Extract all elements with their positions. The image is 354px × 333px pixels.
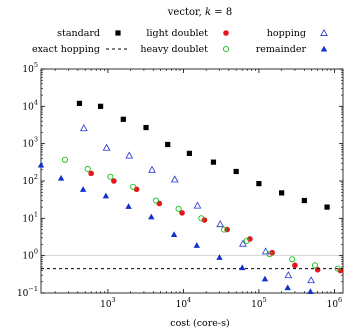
series-standard-point: [143, 124, 149, 131]
series-heavy-doublet-point: [107, 173, 114, 180]
y-tick-label: 102: [22, 173, 38, 187]
series-hopping-point: [170, 175, 179, 183]
legend-marker-hopping: [320, 28, 328, 36]
x-tick-label: 104: [176, 296, 192, 310]
series-light-doublet-point: [201, 217, 208, 223]
series-heavy-doublet: [61, 156, 341, 272]
series-standard-point: [324, 204, 330, 210]
series-heavy-doublet-point: [289, 256, 296, 263]
series-heavy-doublet-point: [311, 262, 319, 269]
series-remainder-point: [170, 231, 178, 238]
series-light-doublet-point: [156, 200, 163, 207]
series-remainder-point: [284, 284, 291, 291]
chart-title-prefix: vector,: [167, 7, 205, 18]
series-heavy-doublet-point: [221, 226, 228, 233]
series-heavy-doublet-point: [334, 265, 341, 272]
y-tick-label: 103: [22, 136, 38, 150]
series-standard-point: [233, 168, 239, 175]
series-standard-point: [279, 190, 285, 196]
legend-label-standard: standard: [57, 28, 100, 39]
chart-title-suffix: = 8: [211, 7, 232, 18]
legend-label-exact-hopping: exact hopping: [32, 44, 100, 55]
legend-marker-heavy-doublet: [222, 45, 230, 53]
series-heavy-doublet-point: [61, 156, 69, 163]
series-hopping-point: [261, 247, 270, 255]
series-remainder-point: [79, 186, 87, 192]
x-axis: 103 104 105 106: [54, 69, 343, 310]
series-layer: [37, 100, 344, 295]
series-heavy-doublet-point: [198, 215, 205, 222]
series-remainder-point: [57, 174, 65, 181]
series-standard: [76, 100, 330, 210]
series-remainder-point: [125, 203, 132, 209]
series-light-doublet-point: [111, 178, 117, 184]
series-heavy-doublet-point: [243, 237, 250, 244]
plot-frame: [40, 68, 344, 294]
legend-marker-standard: [115, 30, 121, 36]
series-hopping-point: [148, 165, 156, 173]
series-remainder-point: [239, 264, 246, 271]
series-light-doublet-point: [337, 267, 344, 274]
y-tick-label: 101: [22, 210, 38, 224]
x-tick-label: 103: [100, 296, 116, 310]
series-hopping-point: [307, 276, 315, 284]
series-light-doublet-point: [224, 226, 230, 233]
series-remainder-point: [193, 242, 200, 248]
y-tick-label: 104: [22, 98, 38, 112]
legend-label-hopping: hopping: [267, 28, 306, 39]
y-tick-label: 100: [22, 248, 38, 262]
series-hopping-point: [102, 143, 111, 151]
series-remainder-point: [148, 213, 155, 220]
legend: standard light doublet exact hopping heavy …: [32, 28, 328, 55]
series-hopping-point: [239, 239, 247, 247]
series-standard-point: [97, 103, 104, 109]
series-light-doublet-point: [292, 262, 298, 269]
series-heavy-doublet-point: [152, 197, 159, 204]
series-hopping-point: [216, 220, 225, 228]
series-light-doublet: [88, 170, 344, 274]
chart-title: vector, k = 8: [167, 7, 232, 18]
series-remainder-point: [307, 288, 314, 295]
series-heavy-doublet-point: [130, 183, 137, 190]
series-light-doublet-point: [247, 236, 253, 242]
series-remainder-point: [216, 254, 223, 260]
series-heavy-doublet-point: [175, 205, 182, 212]
series-hopping-point: [79, 124, 88, 132]
series-standard-point: [120, 116, 126, 122]
y-tick-label: 10−1: [17, 285, 38, 299]
y-tick-label: 105: [22, 61, 38, 75]
legend-label-heavy-doublet: heavy doublet: [140, 44, 208, 55]
series-heavy-doublet-point: [84, 165, 91, 173]
series-remainder-point: [102, 192, 110, 199]
y-axis: 10−1 100 101 102 103 104 105: [17, 61, 343, 299]
series-standard-point: [301, 197, 307, 204]
series-hopping: [79, 124, 315, 284]
series-light-doublet-point: [179, 210, 185, 216]
series-standard-point: [76, 100, 83, 106]
series-light-doublet-point: [88, 170, 94, 177]
series-hopping-point: [193, 201, 202, 209]
x-tick-label: 105: [251, 296, 267, 310]
series-hopping-point: [125, 151, 134, 159]
legend-label-light-doublet: light doublet: [146, 28, 208, 39]
legend-label-remainder: remainder: [256, 44, 307, 55]
chart-title-var: k: [205, 7, 211, 18]
series-remainder-point: [261, 275, 269, 282]
legend-marker-light-doublet: [223, 30, 229, 36]
series-standard-point: [256, 181, 262, 187]
series-remainder: [37, 161, 314, 295]
series-remainder-point: [37, 161, 45, 168]
series-standard-point: [186, 150, 192, 156]
x-axis-label: cost (core-s): [170, 318, 229, 329]
series-standard-point: [210, 159, 217, 165]
series-standard-point: [165, 141, 171, 148]
legend-marker-remainder: [320, 45, 328, 52]
series-hopping-point: [284, 271, 293, 279]
x-tick-label: 106: [327, 296, 343, 310]
